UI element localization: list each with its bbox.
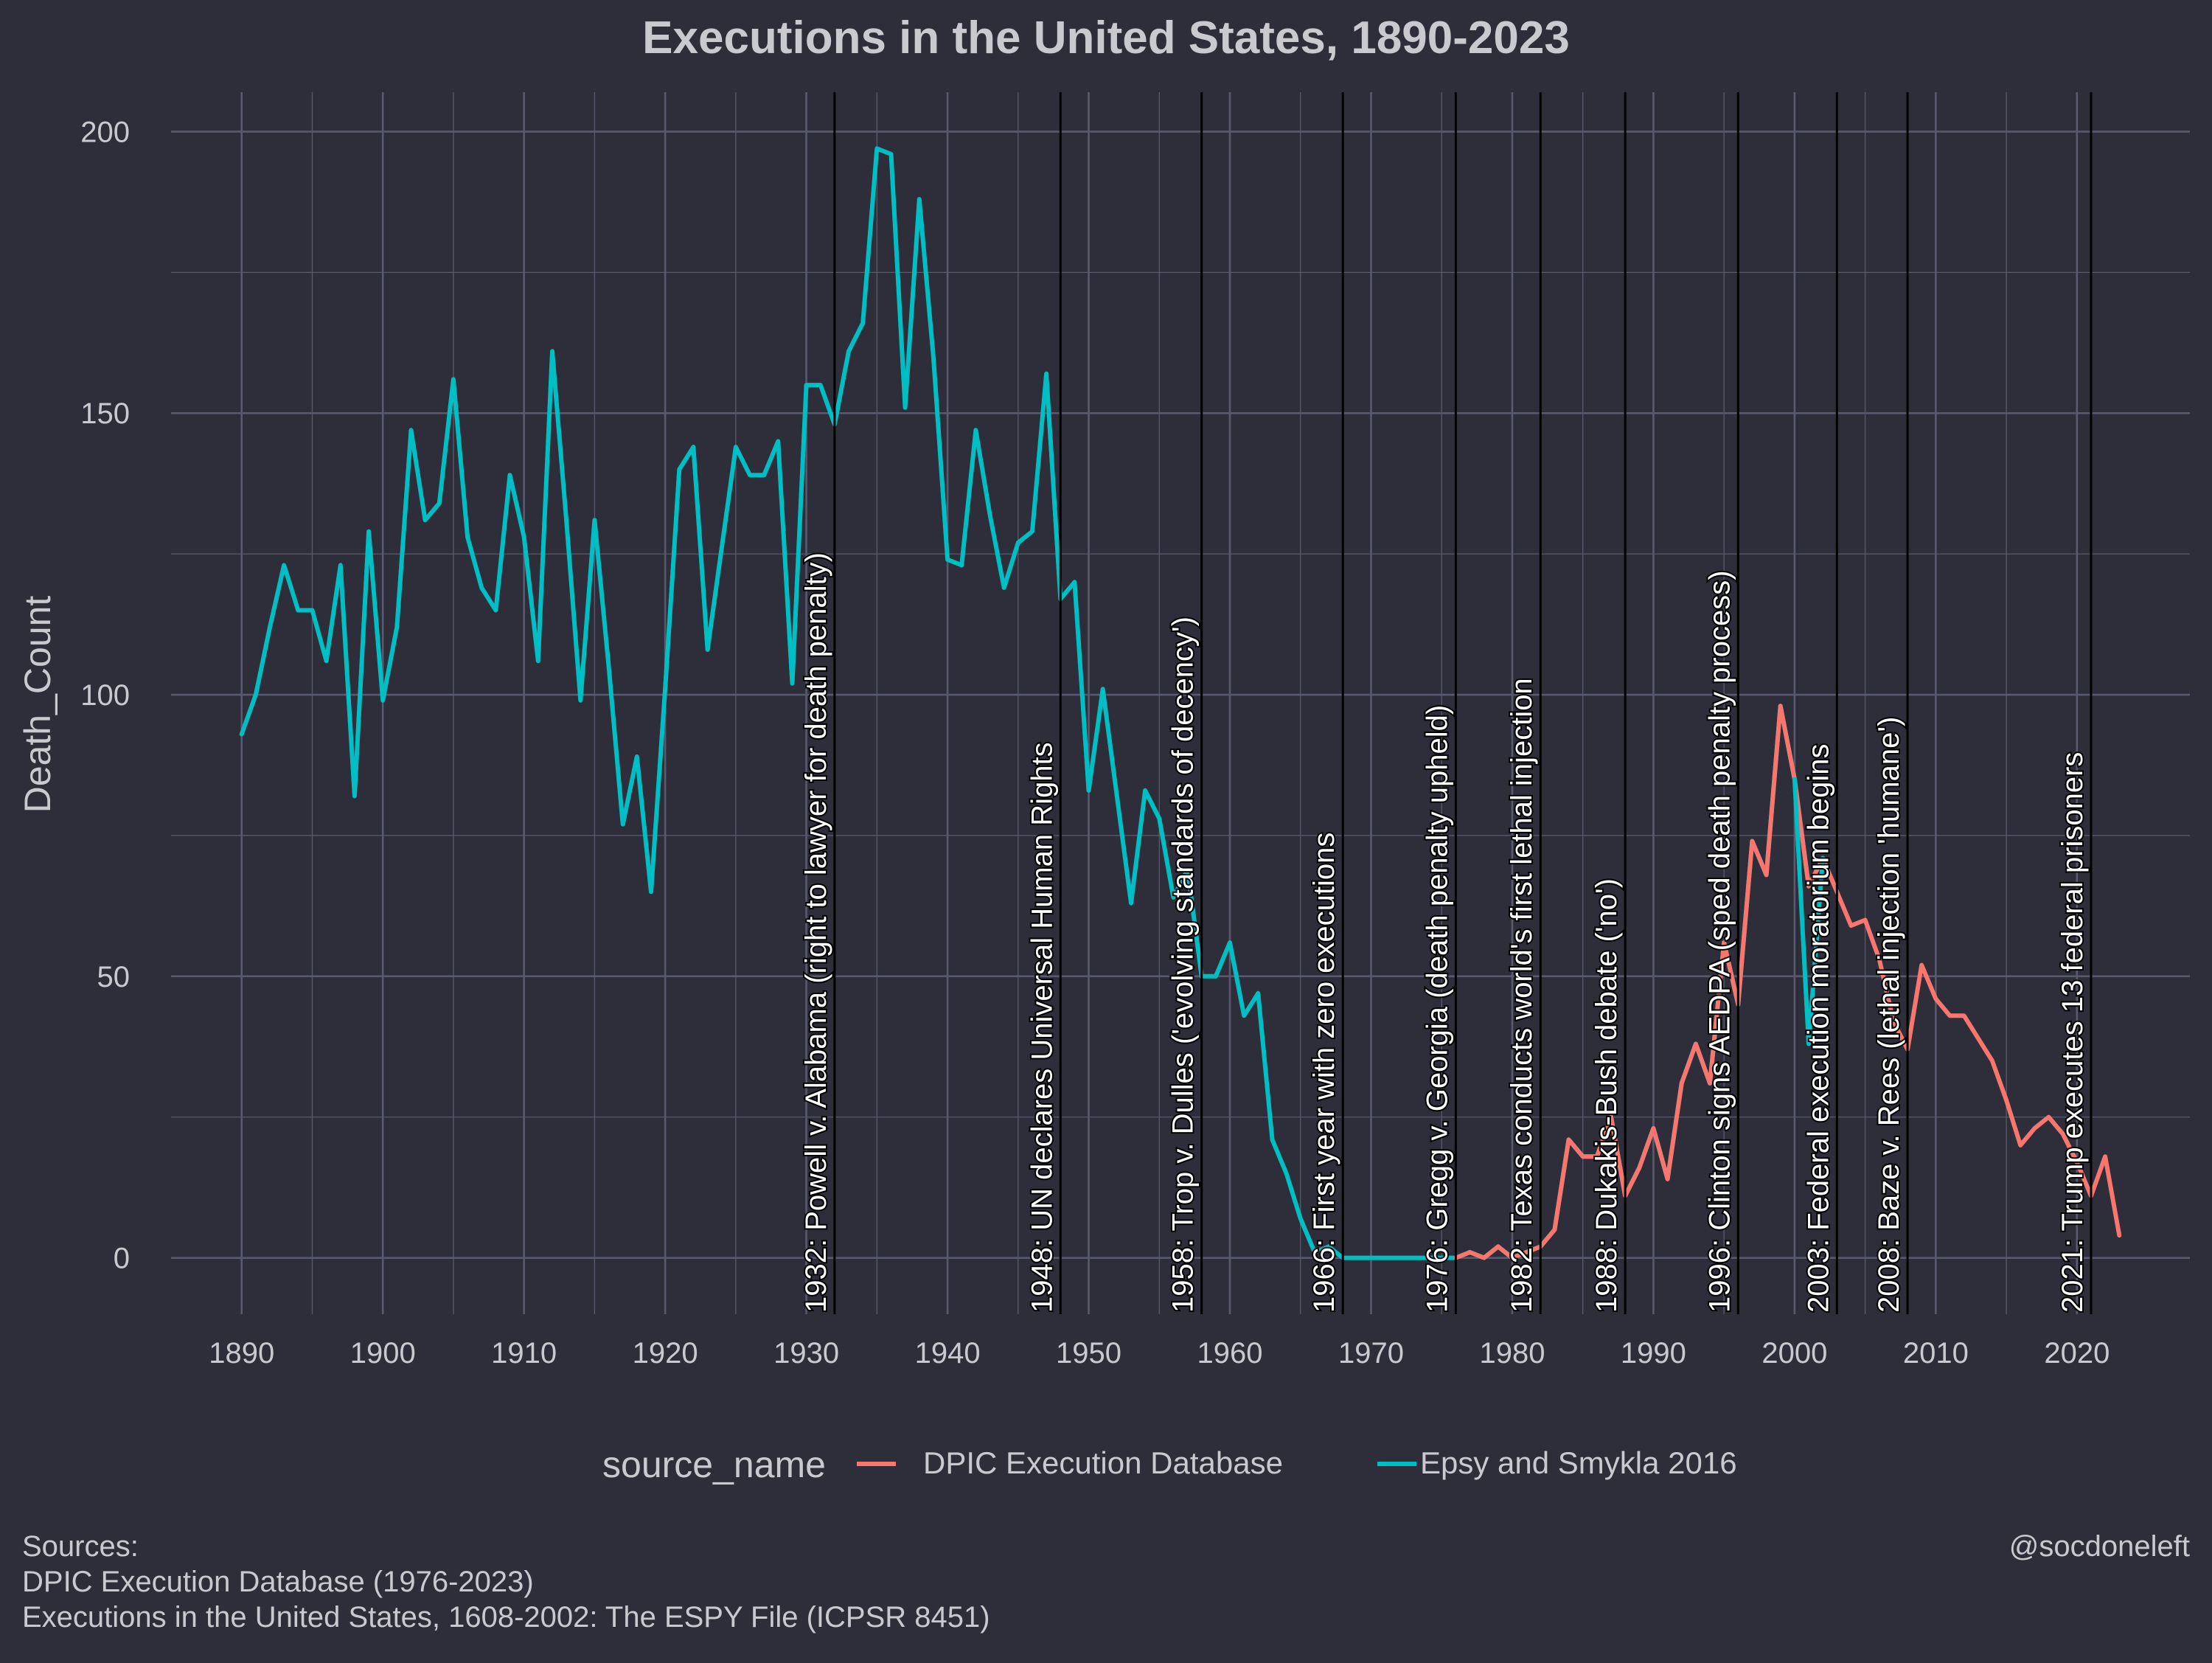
event-label: 1988: Dukakis-Bush debate ('no'): [1590, 878, 1623, 1313]
x-tick-label: 1900: [350, 1337, 416, 1369]
x-tick-label: 1940: [915, 1337, 981, 1369]
event-label: 1996: Clinton signs AEDPA (sped death pe…: [1703, 570, 1736, 1313]
x-tick-label: 1960: [1197, 1337, 1263, 1369]
caption-source-espy: Executions in the United States, 1608-20…: [22, 1601, 990, 1634]
y-tick-label: 150: [80, 397, 130, 430]
x-tick-label: 2010: [1903, 1337, 1969, 1369]
x-tick-label: 1890: [209, 1337, 274, 1369]
annotation-layer: 1932: Powell v. Alabama (right to lawyer…: [799, 92, 2093, 1314]
x-tick-label: 1980: [1479, 1337, 1545, 1369]
legend-label-dpic: DPIC Execution Database: [923, 1445, 1283, 1480]
x-tick-label: 1930: [773, 1337, 839, 1369]
event-label: 2003: Federal execution moratorium begin…: [1802, 743, 1834, 1313]
series-layer: [239, 146, 2122, 1260]
event-label: 1982: Texas conducts world's first letha…: [1506, 678, 1538, 1313]
y-tick-label: 200: [80, 116, 130, 148]
legend-title: source_name: [602, 1444, 826, 1485]
series-line-dpic-1: [1453, 704, 2122, 1260]
axis-layer: 1890 1900 1910 1920 1930 1940 1950 1960 1970 1980…: [80, 116, 2110, 1369]
x-tick-label: 1910: [491, 1337, 557, 1369]
series-line-espy-2: [1792, 777, 1826, 1046]
grid-layer: [171, 92, 2190, 1314]
legend: source_name DPIC Execution Database Epsy…: [602, 1444, 1737, 1485]
event-label: 2021: Trump executes 13 federal prisoner…: [2056, 752, 2089, 1313]
y-tick-label: 0: [114, 1243, 130, 1275]
caption-sources-heading: Sources:: [22, 1530, 139, 1563]
caption-author-handle: @socdoneleft: [2009, 1530, 2190, 1563]
x-tick-label: 1950: [1056, 1337, 1121, 1369]
event-label: 1958: Trop v. Dulles ('evolving standard…: [1167, 617, 1200, 1313]
event-label: 1948: UN declares Universal Human Rights: [1026, 742, 1058, 1313]
x-tick-label: 1990: [1621, 1337, 1686, 1369]
y-axis-label: Death_Count: [17, 596, 58, 813]
x-tick-label: 2020: [2044, 1337, 2110, 1369]
x-tick-label: 1970: [1338, 1337, 1404, 1369]
chart-title: Executions in the United States, 1890-20…: [642, 13, 1570, 63]
caption: Sources: DPIC Execution Database (1976-2…: [22, 1530, 2190, 1634]
y-tick-label: 100: [80, 679, 130, 712]
x-tick-label: 1920: [633, 1337, 698, 1369]
x-tick-label: 2000: [1761, 1337, 1827, 1369]
event-label: 1932: Powell v. Alabama (right to lawyer…: [800, 552, 832, 1313]
event-label: 1966: First year with zero executions: [1308, 833, 1340, 1313]
event-label: 1976: Gregg v. Georgia (death penalty up…: [1421, 705, 1453, 1313]
legend-label-espy: Epsy and Smykla 2016: [1420, 1445, 1737, 1480]
event-label: 2008: Baze v. Rees (lethal injection 'hu…: [1873, 717, 1905, 1313]
y-tick-label: 50: [97, 961, 131, 993]
caption-source-dpic: DPIC Execution Database (1976-2023): [22, 1566, 534, 1598]
